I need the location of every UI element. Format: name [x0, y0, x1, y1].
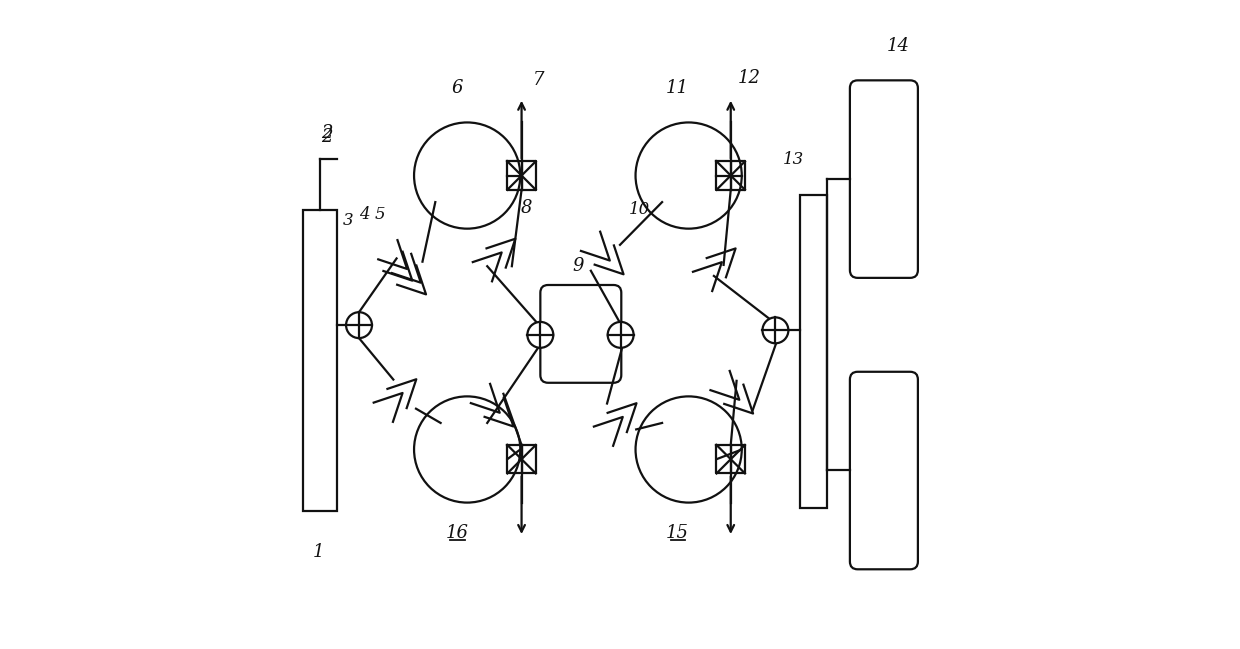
Text: 15: 15: [666, 524, 688, 542]
Bar: [800, 195, 827, 508]
Circle shape: [527, 322, 553, 348]
Circle shape: [763, 317, 789, 343]
Text: 9: 9: [572, 257, 584, 275]
Text: 1: 1: [314, 543, 325, 561]
Text: 4: 4: [358, 206, 370, 223]
Text: 10: 10: [629, 201, 650, 217]
Circle shape: [346, 312, 372, 338]
Text: 3: 3: [342, 212, 353, 229]
Text: 13: 13: [782, 151, 805, 168]
Text: 16: 16: [445, 524, 469, 542]
Text: 7: 7: [533, 71, 544, 89]
Text: 2: 2: [321, 128, 334, 145]
Text: 6: 6: [451, 79, 463, 97]
Text: 11: 11: [666, 79, 688, 97]
Text: 12: 12: [738, 69, 761, 88]
Circle shape: [608, 322, 634, 348]
Text: 5: 5: [374, 206, 386, 223]
Text: 8: 8: [521, 199, 532, 217]
Bar: [303, 210, 337, 511]
Text: 14: 14: [887, 37, 910, 55]
Text: 2: 2: [321, 125, 334, 142]
